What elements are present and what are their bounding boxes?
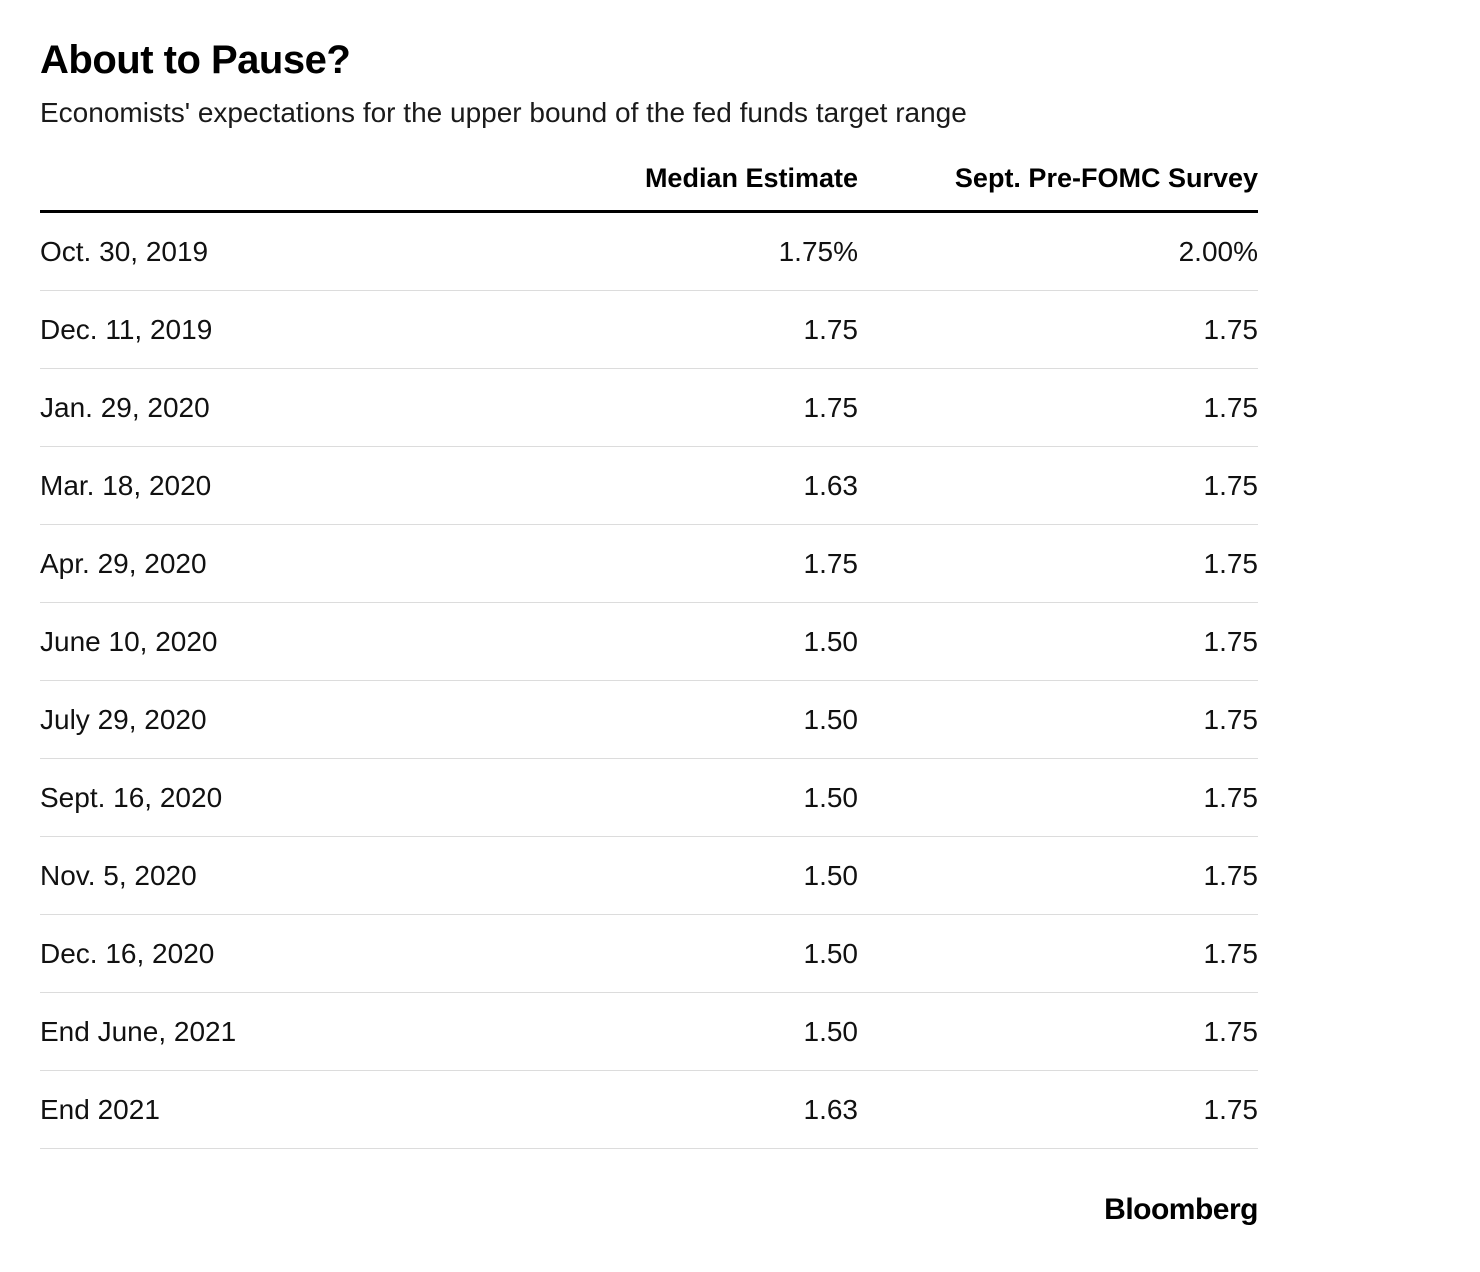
table-header-row: Median Estimate Sept. Pre-FOMC Survey (40, 163, 1258, 213)
row-median: 1.50 (803, 859, 859, 891)
row-survey: 1.75 (1203, 625, 1259, 657)
row-median: 1.75 (803, 313, 859, 345)
row-survey: 1.75 (1203, 703, 1259, 735)
table-row: End June, 2021 1.50 1.75 (40, 993, 1258, 1071)
row-date: Dec. 16, 2020 (40, 937, 215, 969)
row-date: Sept. 16, 2020 (40, 781, 223, 813)
row-median: 1.50 (803, 937, 859, 969)
row-median: 1.63 (803, 469, 859, 501)
row-survey: 1.75 (1203, 469, 1259, 501)
row-survey: 2.00% (1178, 235, 1258, 267)
row-survey: 1.75 (1203, 313, 1259, 345)
chart-title: About to Pause? (40, 38, 351, 82)
table-row: June 10, 2020 1.50 1.75 (40, 603, 1258, 681)
table-row: End 2021 1.63 1.75 (40, 1071, 1258, 1149)
row-date: End June, 2021 (40, 1015, 237, 1047)
row-date: Oct. 30, 2019 (40, 235, 209, 267)
table-row: Nov. 5, 2020 1.50 1.75 (40, 837, 1258, 915)
row-median: 1.50 (803, 1015, 859, 1047)
row-date: Apr. 29, 2020 (40, 547, 207, 579)
header-median-estimate: Median Estimate (644, 163, 858, 193)
row-date: End 2021 (40, 1093, 160, 1125)
row-date: Jan. 29, 2020 (40, 391, 210, 423)
row-median: 1.75% (778, 235, 858, 267)
row-median: 1.75 (803, 547, 859, 579)
row-median: 1.75 (803, 391, 859, 423)
row-survey: 1.75 (1203, 781, 1259, 813)
source-footer: Bloomberg (40, 1193, 1258, 1227)
header-pre-fomc-survey: Sept. Pre-FOMC Survey (954, 163, 1258, 193)
table-row: Sept. 16, 2020 1.50 1.75 (40, 759, 1258, 837)
row-median: 1.50 (803, 625, 859, 657)
row-survey: 1.75 (1203, 547, 1259, 579)
row-survey: 1.75 (1203, 391, 1259, 423)
row-survey: 1.75 (1203, 859, 1259, 891)
table-row: Mar. 18, 2020 1.63 1.75 (40, 447, 1258, 525)
row-date: Dec. 11, 2019 (40, 313, 213, 345)
table-row: Apr. 29, 2020 1.75 1.75 (40, 525, 1258, 603)
data-table: Median Estimate Sept. Pre-FOMC Survey Oc… (40, 163, 1258, 1149)
row-survey: 1.75 (1203, 937, 1259, 969)
row-median: 1.63 (803, 1093, 859, 1125)
table-row: July 29, 2020 1.50 1.75 (40, 681, 1258, 759)
row-date: Nov. 5, 2020 (40, 859, 197, 891)
row-survey: 1.75 (1203, 1093, 1259, 1125)
chart-subtitle: Economists' expectations for the upper b… (40, 97, 967, 128)
row-date: June 10, 2020 (40, 625, 218, 657)
table-row: Dec. 16, 2020 1.50 1.75 (40, 915, 1258, 993)
row-median: 1.50 (803, 781, 859, 813)
bloomberg-logo: Bloomberg (1104, 1193, 1258, 1226)
table-row: Oct. 30, 2019 1.75% 2.00% (40, 213, 1258, 291)
table-row: Dec. 11, 2019 1.75 1.75 (40, 291, 1258, 369)
row-date: Mar. 18, 2020 (40, 469, 212, 501)
row-median: 1.50 (803, 703, 859, 735)
row-survey: 1.75 (1203, 1015, 1259, 1047)
table-row: Jan. 29, 2020 1.75 1.75 (40, 369, 1258, 447)
row-date: July 29, 2020 (40, 703, 207, 735)
